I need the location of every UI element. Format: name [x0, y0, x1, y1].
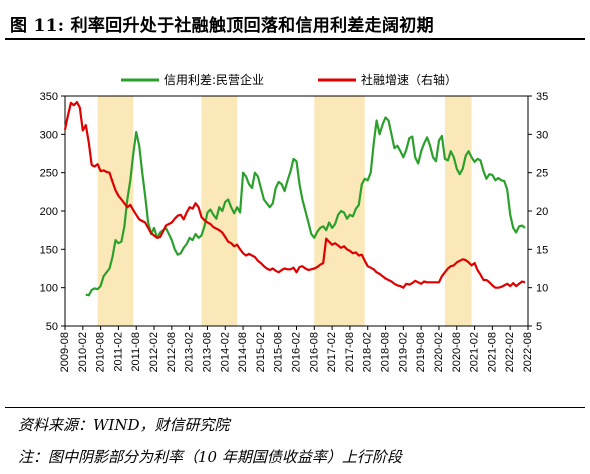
- right-axis-tick-label: 20: [536, 206, 548, 218]
- x-axis-tick-label: 2016-02: [291, 332, 303, 372]
- x-axis-tick-label: 2011-08: [130, 332, 142, 372]
- shaded-period: [97, 96, 134, 326]
- line-chart: 50 100 150 200 250 300 350 5 10 15 20 25 30 35 2009-08…: [40, 72, 549, 372]
- source-note: 资料来源：WIND，财信研究院: [18, 416, 230, 434]
- series-line-private-credit-spread: [85, 116, 526, 297]
- x-axis-tick-label: 2015-08: [273, 332, 285, 372]
- source-divider: [5, 407, 585, 408]
- x-axis-tick-label: 2019-02: [397, 332, 409, 372]
- x-axis-tick-label: 2018-08: [380, 332, 392, 372]
- x-axis-tick-label: 2014-02: [219, 332, 231, 372]
- x-axis-tick-label: 2018-02: [362, 332, 374, 372]
- x-axis-tick-label: 2020-02: [433, 332, 445, 372]
- legend: 信用利差:民营企业 社融增速（右轴）: [121, 72, 457, 87]
- right-axis-tick-label: 35: [536, 91, 548, 103]
- x-axis-tick-label: 2012-02: [148, 332, 160, 372]
- left-axis-tick-label: 200: [40, 206, 58, 218]
- x-axis-tick-label: 2021-02: [469, 332, 481, 372]
- left-axis-tick-label: 250: [40, 168, 58, 180]
- x-axis-tick-label: 2009-08: [59, 332, 71, 372]
- left-axis-tick-label: 50: [46, 321, 58, 333]
- x-axis-tick-label: 2010-02: [77, 332, 89, 372]
- legend-label: 信用利差:民营企业: [164, 72, 264, 87]
- right-axis-tick-label: 10: [536, 283, 548, 295]
- x-axis-tick-label: 2017-02: [326, 332, 338, 372]
- axes: 50 100 150 200 250 300 350 5 10 15 20 25 30 35 2009-08…: [40, 91, 549, 372]
- shaded-period: [444, 96, 472, 326]
- x-axis-tick-label: 2022-02: [504, 332, 516, 372]
- shaded-period: [314, 96, 365, 326]
- x-axis-tick-label: 2017-08: [344, 332, 356, 372]
- right-axis-tick-label: 15: [536, 244, 548, 256]
- x-axis-tick-label: 2011-02: [112, 332, 124, 372]
- footnote: 注：图中阴影部分为利率（10 年期国债收益率）上行阶段: [18, 448, 402, 466]
- right-axis-tick-label: 25: [536, 168, 548, 180]
- left-axis-tick-label: 100: [40, 283, 58, 295]
- x-axis-tick-label: 2013-02: [184, 332, 196, 372]
- left-axis-tick-label: 350: [40, 91, 58, 103]
- left-axis-tick-label: 300: [40, 129, 58, 141]
- left-axis-tick-label: 150: [40, 244, 58, 256]
- x-axis-tick-label: 2019-08: [415, 332, 427, 372]
- x-axis-tick-label: 2016-08: [308, 332, 320, 372]
- x-axis-tick-label: 2012-08: [166, 332, 178, 372]
- legend-label: 社融增速（右轴）: [361, 72, 457, 87]
- shaded-periods: [97, 96, 472, 326]
- x-axis-tick-label: 2015-02: [255, 332, 267, 372]
- x-axis-tick-label: 2014-08: [237, 332, 249, 372]
- x-axis-tick-label: 2021-08: [486, 332, 498, 372]
- x-axis-tick-label: 2010-08: [95, 332, 107, 372]
- x-axis-tick-label: 2022-08: [522, 332, 534, 372]
- title-underline: [5, 38, 585, 40]
- figure-title: 图 11: 利率回升处于社融触顶回落和信用利差走阔初期: [10, 16, 434, 36]
- x-axis-tick-label: 2013-08: [201, 332, 213, 372]
- series-line-social-financing-growth: [63, 101, 526, 289]
- series-lines: [63, 101, 526, 297]
- right-axis-tick-label: 30: [536, 129, 548, 141]
- x-axis-tick-label: 2020-08: [451, 332, 463, 372]
- right-axis-tick-label: 5: [536, 321, 542, 333]
